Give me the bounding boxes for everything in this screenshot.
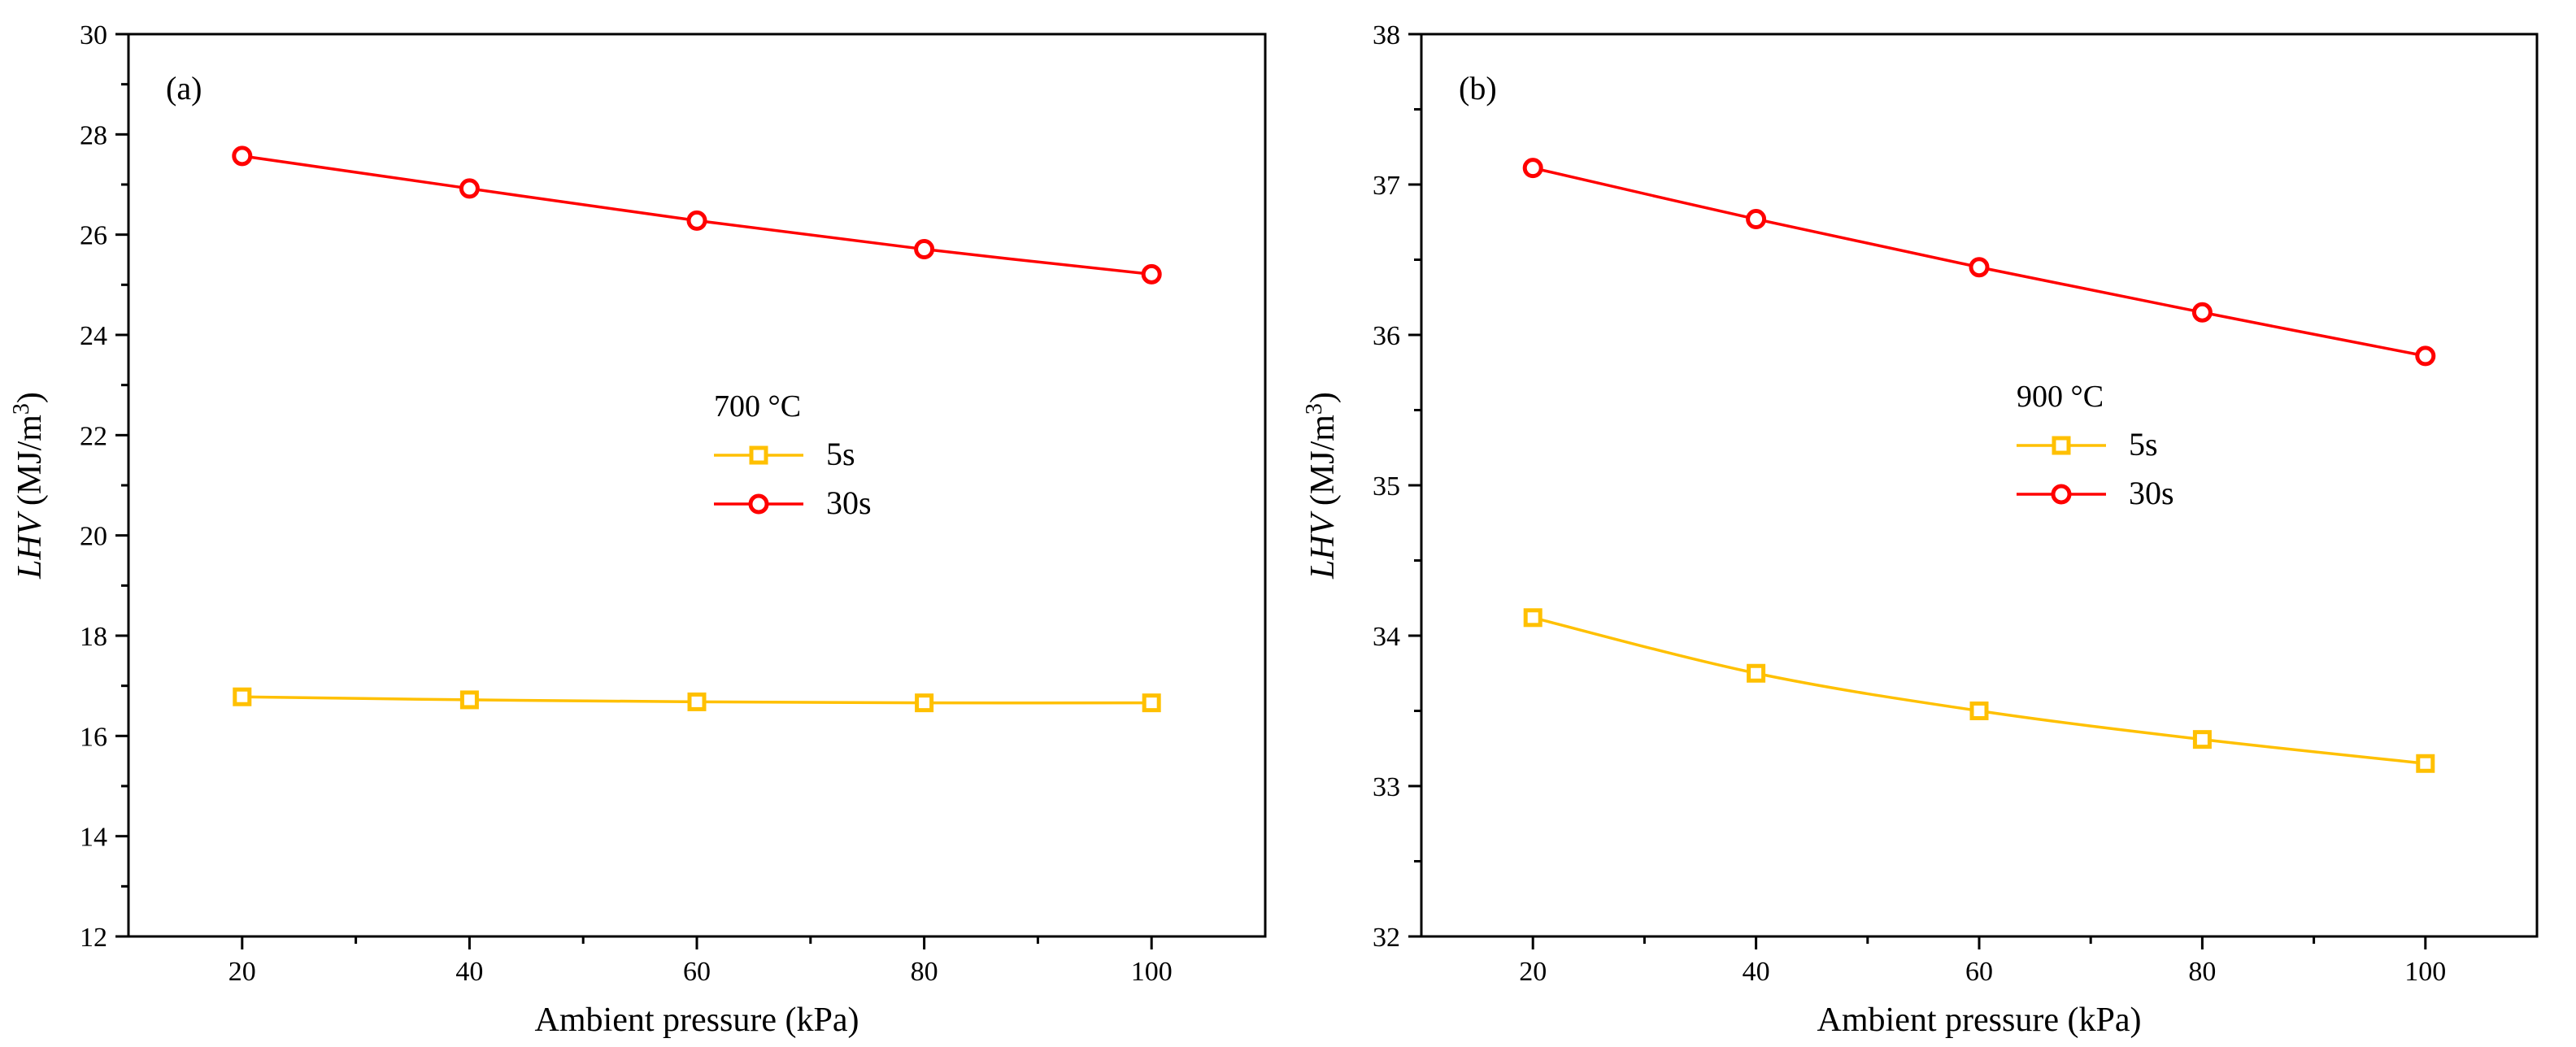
legend-title: 700 °C (714, 389, 801, 424)
data-point-30s-40 (1746, 209, 1767, 230)
data-point-30s-80 (914, 239, 935, 260)
data-point-30s-40 (459, 178, 480, 199)
y-tick-label: 22 (80, 421, 107, 451)
legend: 900 °C 5s 30s (2017, 380, 2174, 511)
data-point-5s-100 (2416, 754, 2435, 773)
legend-label-30s: 30s (2129, 475, 2174, 511)
x-axis-title: Ambient pressure (kPa) (1817, 1001, 2142, 1039)
x-tick-label: 60 (683, 957, 711, 987)
plot-frame (127, 33, 1267, 938)
data-point-5s-60 (687, 692, 707, 711)
data-point-30s-100 (2415, 345, 2436, 367)
y-tick-label: 32 (1373, 923, 1400, 953)
legend-marker-30s (748, 493, 769, 515)
y-axis-title-unit-end: ) (1304, 392, 1342, 403)
legend-marker-30s (2051, 484, 2072, 505)
data-point-5s-40 (1747, 663, 1766, 683)
data-point-5s-60 (1969, 702, 1989, 720)
series-5s (233, 687, 1161, 713)
y-tick-label: 38 (1373, 20, 1400, 50)
data-point-5s-20 (233, 687, 252, 706)
data-point-5s-80 (2192, 730, 2212, 749)
y-tick-label: 24 (80, 321, 107, 351)
y-tick-label: 20 (80, 522, 107, 552)
y-tick-label: 37 (1373, 171, 1400, 201)
y-axis-title: LHV (MJ/m3) (9, 392, 50, 580)
x-tick-label: 100 (2404, 957, 2446, 987)
x-tick-label: 100 (1131, 957, 1173, 987)
y-tick-label: 36 (1373, 321, 1400, 351)
panel-label: (b) (1459, 70, 1497, 106)
data-point-30s-60 (1969, 257, 1990, 278)
x-axis-title: Ambient pressure (kPa) (535, 1001, 859, 1039)
y-tick-label: 28 (80, 120, 107, 150)
y-axis-title-unit-end: ) (11, 392, 49, 403)
legend-marker-5s (749, 445, 768, 465)
y-tick-label: 33 (1373, 772, 1400, 802)
x-tick-label: 40 (455, 957, 483, 987)
legend-label-30s: 30s (826, 484, 872, 521)
chart-panel-a: 20 40 60 80 100 12 14 16 18 20 22 24 26 28 30 Ambient p… (9, 20, 1267, 1039)
data-point-30s-20 (232, 146, 253, 167)
y-tick-label: 26 (80, 221, 107, 251)
data-point-30s-100 (1141, 263, 1162, 285)
legend-marker-5s (2052, 436, 2071, 455)
x-tick-label: 80 (2188, 957, 2216, 987)
legend: 700 °C 5s 30s (714, 389, 872, 521)
y-tick-label: 18 (80, 622, 107, 652)
y-axis-title-superscript: 3 (9, 403, 34, 415)
y-tick-label: 16 (80, 722, 107, 752)
data-point-30s-60 (686, 210, 707, 231)
y-tick-label: 12 (80, 923, 107, 953)
x-tick-label: 80 (911, 957, 938, 987)
y-tick-label: 30 (80, 20, 107, 50)
y-tick-label: 35 (1373, 471, 1400, 502)
data-point-5s-100 (1142, 693, 1161, 713)
panel-label: (a) (166, 70, 202, 106)
series-30s (1522, 158, 2436, 367)
y-axis-title: LHV (MJ/m3) (1302, 392, 1342, 580)
data-point-5s-20 (1523, 608, 1543, 628)
x-tick-label: 20 (228, 957, 256, 987)
y-tick-label: 34 (1373, 622, 1400, 652)
data-point-5s-80 (915, 693, 934, 713)
series-30s (232, 146, 1162, 285)
series-5s (1523, 608, 2435, 773)
y-axis-title-unit: (MJ/m (1304, 415, 1342, 515)
y-axis-title-unit: (MJ/m (11, 415, 49, 515)
y-axis-title-superscript: 3 (1302, 403, 1327, 415)
x-tick-label: 60 (1965, 957, 1993, 987)
y-axis-title-quantity: LHV (11, 510, 49, 580)
legend-title: 900 °C (2017, 380, 2104, 414)
data-point-30s-80 (2191, 302, 2213, 323)
x-tick-label: 40 (1743, 957, 1770, 987)
data-point-30s-20 (1522, 158, 1543, 179)
plot-frame (1420, 33, 2539, 938)
legend-label-5s: 5s (826, 436, 855, 472)
y-axis-title-quantity: LHV (1304, 510, 1342, 580)
legend-label-5s: 5s (2129, 426, 2158, 463)
series-line-5s (1532, 616, 2426, 765)
x-tick-label: 20 (1519, 957, 1547, 987)
chart-panel-b: 20 40 60 80 100 32 33 34 35 36 37 38 Ambient pressur… (1302, 20, 2539, 1039)
data-point-5s-40 (459, 690, 479, 710)
y-tick-label: 14 (80, 823, 107, 853)
